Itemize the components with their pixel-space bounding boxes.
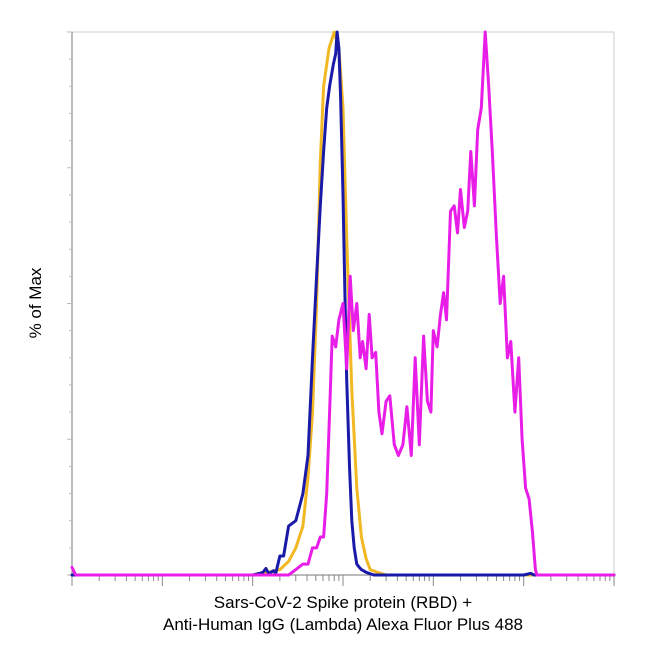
x-axis-label-line-2: Anti-Human IgG (Lambda) Alexa Fluor Plus… bbox=[162, 615, 523, 634]
axis-ticks bbox=[67, 31, 615, 586]
series-group bbox=[70, 30, 616, 577]
series-line-3 bbox=[70, 30, 616, 577]
x-axis-label-line-1: Sars-CoV-2 Spike protein (RBD) + bbox=[213, 593, 473, 612]
y-axis-label: % of Max bbox=[26, 267, 45, 339]
series-line-2 bbox=[70, 30, 616, 577]
